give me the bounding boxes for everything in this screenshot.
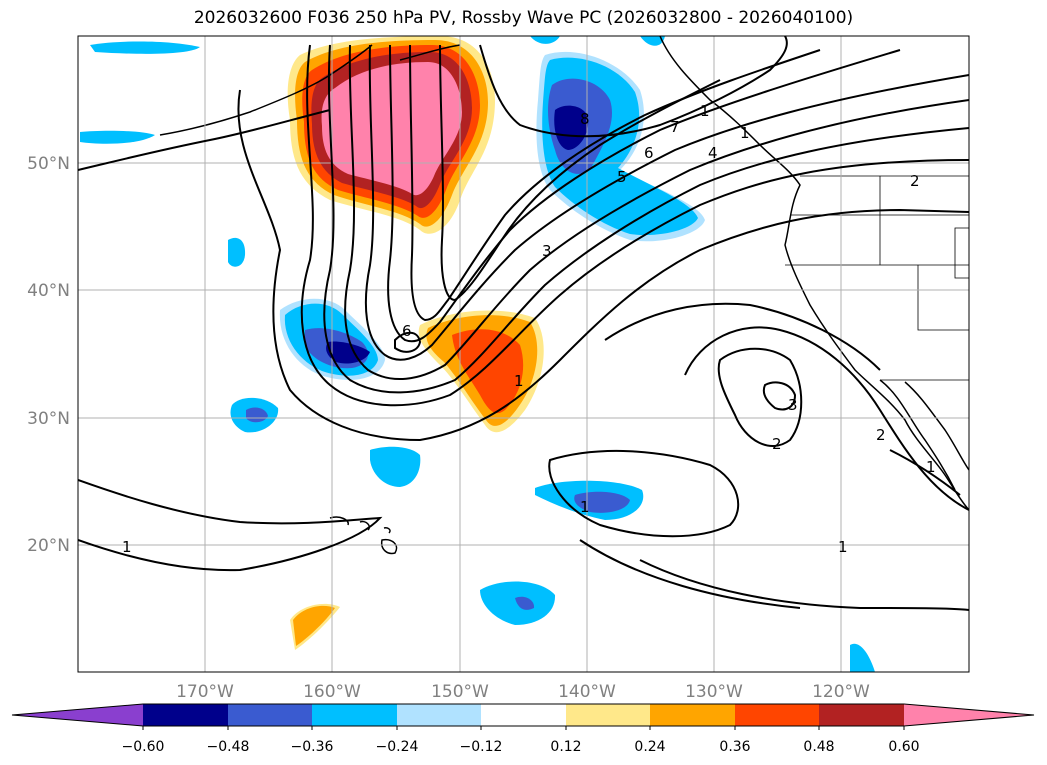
- filled-anomaly-layer: [80, 36, 875, 672]
- colorbar-segment: [650, 704, 735, 726]
- lat-label-50n: 50°N: [27, 154, 70, 174]
- colorbar-tick-label: 0.24: [634, 739, 665, 755]
- latitude-labels: 50°N 40°N 30°N 20°N: [27, 154, 70, 556]
- colorbar-segment: [228, 704, 312, 726]
- colorbar-tick-label: 0.36: [719, 739, 750, 755]
- longitude-labels: 170°W 160°W 150°W 140°W 130°W 120°W: [176, 682, 870, 702]
- contour-label: 2: [772, 435, 782, 453]
- border-layer: [785, 175, 969, 381]
- lon-label-160w: 160°W: [303, 682, 361, 702]
- colorbar-tick-label: −0.48: [207, 739, 250, 755]
- colorbar-segment: [481, 704, 566, 726]
- pv-contour-layer: [78, 36, 969, 611]
- map-frame: [77, 35, 970, 673]
- lat-label-30n: 30°N: [27, 409, 70, 429]
- colorbar-segment: [143, 704, 228, 726]
- contour-label: 4: [708, 144, 718, 162]
- colorbar-tick-label: −0.36: [291, 739, 334, 755]
- colorbar-labels: −0.60 −0.48 −0.36 −0.24 −0.12 0.12 0.24 …: [122, 739, 920, 755]
- contour-label: 8: [580, 110, 590, 128]
- contour-label: 7: [670, 118, 680, 136]
- contour-labels: 8 7 6 5 4 3 2 1 1 1 1 1 2 3 6 1 1 2: [122, 102, 936, 556]
- colorbar-segment: [397, 704, 481, 726]
- lat-label-40n: 40°N: [27, 281, 70, 301]
- contour-label: 2: [910, 172, 920, 190]
- coastline-layer: [159, 36, 969, 555]
- colorbar-tick-label: −0.12: [460, 739, 503, 755]
- colorbar-tick-label: −0.24: [376, 739, 419, 755]
- colorbar-tick-label: 0.60: [888, 739, 919, 755]
- lon-label-150w: 150°W: [431, 682, 489, 702]
- contour-label: 5: [617, 168, 627, 186]
- colorbar-tick-label: 0.12: [550, 739, 581, 755]
- lon-label-120w: 120°W: [812, 682, 870, 702]
- colorbar-segment: [312, 704, 397, 726]
- lon-label-130w: 130°W: [685, 682, 743, 702]
- contour-label: 1: [514, 372, 524, 390]
- contour-label: 1: [580, 498, 590, 516]
- lon-label-170w: 170°W: [176, 682, 234, 702]
- contour-label: 1: [926, 458, 936, 476]
- colorbar-extend-max: [904, 704, 1034, 726]
- map-panel: 8 7 6 5 4 3 2 1 1 1 1 1 2 3 6 1 1 2: [78, 36, 969, 672]
- contour-label: 1: [700, 102, 710, 120]
- contour-label: 3: [788, 396, 798, 414]
- colorbar: [11, 703, 1035, 730]
- map-title: 2026032600 F036 250 hPa PV, Rossby Wave …: [193, 8, 854, 28]
- colorbar-segment: [735, 704, 819, 726]
- colorbar-tick-label: 0.48: [803, 739, 834, 755]
- contour-label: 1: [740, 124, 750, 142]
- contour-label: 1: [838, 538, 848, 556]
- colorbar-segment: [566, 704, 650, 726]
- colorbar-tick-label: −0.60: [122, 739, 165, 755]
- contour-label: 1: [122, 538, 132, 556]
- colorbar-extend-min: [12, 704, 143, 726]
- lon-label-140w: 140°W: [558, 682, 616, 702]
- lat-label-20n: 20°N: [27, 536, 70, 556]
- contour-label: 6: [644, 144, 654, 162]
- contour-label: 3: [542, 242, 552, 260]
- contour-label: 6: [402, 322, 412, 340]
- colorbar-segment: [819, 704, 904, 726]
- contour-label: 2: [876, 426, 886, 444]
